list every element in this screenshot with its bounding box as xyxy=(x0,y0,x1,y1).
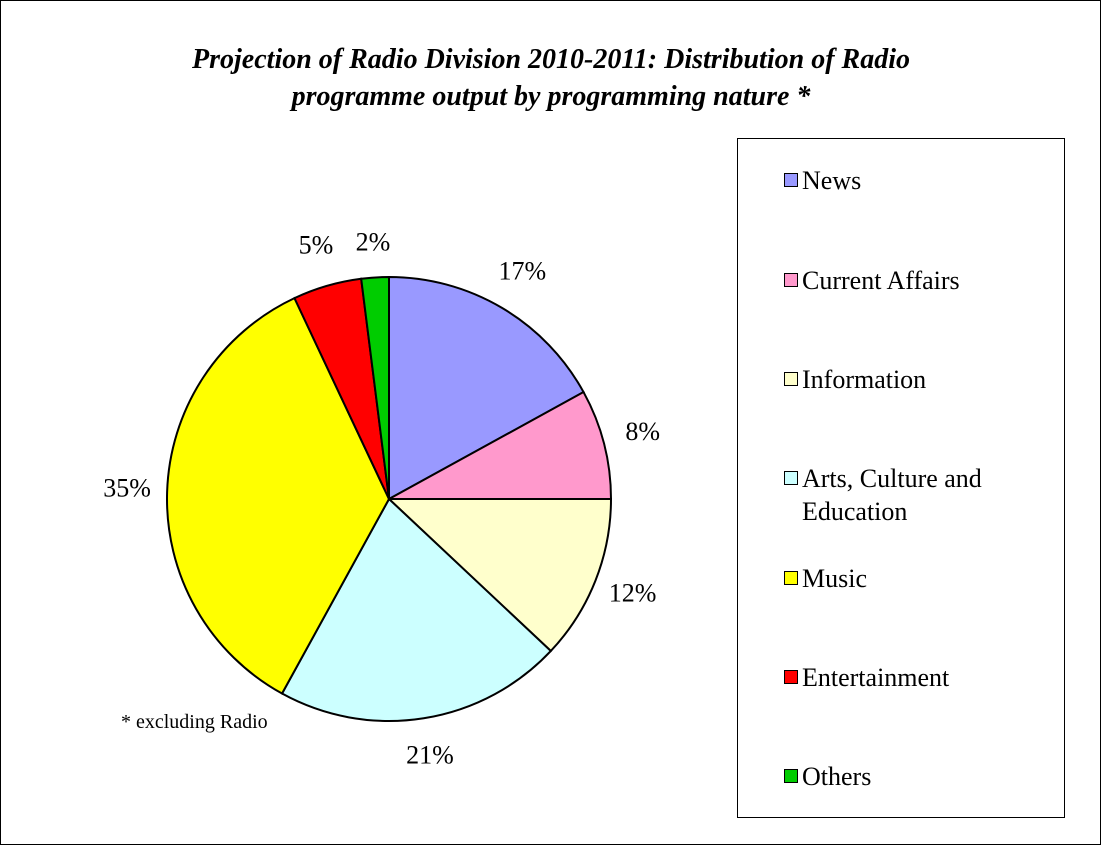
pie-slice-news xyxy=(388,275,585,501)
pie-slice-music xyxy=(166,296,391,695)
pie-slice-others xyxy=(360,275,390,500)
pie-label-information: 12% xyxy=(609,578,657,607)
legend-swatch-news xyxy=(784,173,798,187)
legend-item-entertainment: Entertainment xyxy=(784,661,1042,694)
pie-label-current-affairs: 8% xyxy=(625,417,660,446)
chart-footnote: * excluding Radio xyxy=(121,711,268,733)
pie-label-news: 17% xyxy=(499,256,547,285)
pie-label-music: 35% xyxy=(103,474,151,503)
pie-label-arts-culture-and-education: 21% xyxy=(406,741,454,770)
pie-label-others: 2% xyxy=(356,227,391,256)
legend-item-arts-culture-education: Arts, Culture and Education xyxy=(784,462,1042,528)
legend-item-information: Information xyxy=(784,363,1042,396)
legend-label-current-affairs: Current Affairs xyxy=(802,266,960,295)
legend-label-music: Music xyxy=(802,564,867,593)
legend-label-others: Others xyxy=(802,762,872,791)
pie-slice-information xyxy=(386,498,613,653)
legend-item-current-affairs: Current Affairs xyxy=(784,264,1042,297)
pie-slice-arts-culture-and-education xyxy=(280,497,553,722)
legend-label-information: Information xyxy=(802,365,927,394)
legend-swatch-current-affairs xyxy=(784,273,798,287)
chart-legend: News Current Affairs Information Arts, C… xyxy=(737,138,1065,818)
legend-label-news: News xyxy=(802,166,862,195)
legend-label-arts-culture-education: Arts, Culture and Education xyxy=(802,464,982,526)
legend-swatch-information xyxy=(784,372,798,386)
legend-item-others: Others xyxy=(784,760,1042,793)
pie-label-entertainment: 5% xyxy=(299,230,334,259)
legend-swatch-arts-culture-education xyxy=(784,471,798,485)
legend-label-entertainment: Entertainment xyxy=(802,663,950,692)
legend-swatch-music xyxy=(784,571,798,585)
pie-slice-current-affairs xyxy=(388,390,613,500)
legend-swatch-others xyxy=(784,769,798,783)
legend-item-news: News xyxy=(784,164,1042,197)
chart-title: Projection of Radio Division 2010-2011: … xyxy=(192,44,910,112)
legend-item-music: Music xyxy=(784,562,1042,595)
legend-swatch-entertainment xyxy=(784,670,798,684)
